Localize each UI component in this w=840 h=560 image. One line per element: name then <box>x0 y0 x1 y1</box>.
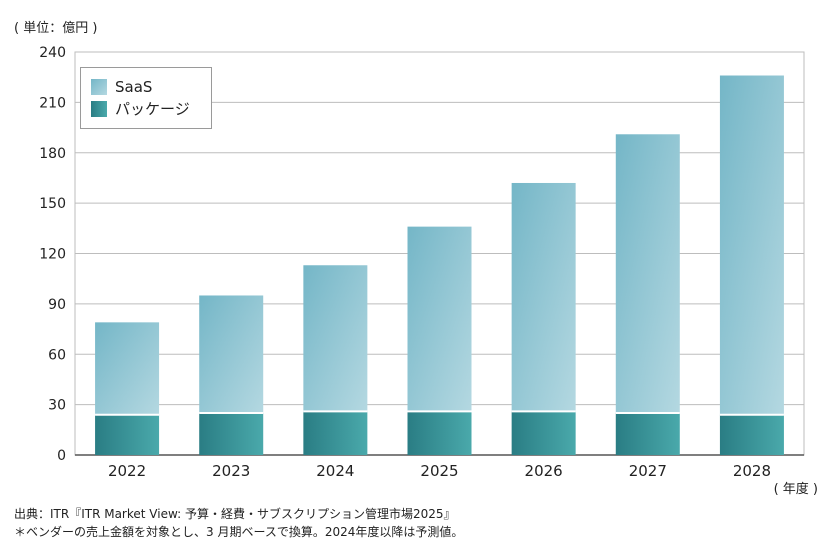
y-tick-label: 180 <box>39 146 66 162</box>
bar-saas-2026 <box>511 182 576 412</box>
bar-saas-2027 <box>615 134 680 414</box>
y-tick-label: 30 <box>48 398 66 414</box>
bar-package-2027 <box>615 413 680 455</box>
y-tick-label: 90 <box>48 297 66 313</box>
y-tick-label: 60 <box>48 347 66 363</box>
x-tick-label: 2023 <box>212 462 250 480</box>
bar-package-2025 <box>407 411 472 455</box>
footnote: ＊ベンダーの売上金額を対象とし、3 月期ベースで換算。2024年度以降は予測値。 <box>14 525 464 539</box>
x-tick-label: 2026 <box>525 462 563 480</box>
bar-package-2023 <box>199 413 264 455</box>
y-axis-unit-label: ( 単位：億円 ) <box>14 21 98 36</box>
x-tick-label: 2025 <box>420 462 458 480</box>
bar-saas-2023 <box>199 295 264 414</box>
y-tick-label: 150 <box>39 196 66 212</box>
y-tick-label: 0 <box>57 448 66 464</box>
bar-package-2028 <box>719 414 784 455</box>
x-tick-label: 2022 <box>108 462 146 480</box>
legend-swatch-saas <box>91 79 107 95</box>
legend-swatch-package <box>91 101 107 117</box>
legend: SaaS パッケージ <box>80 67 212 129</box>
x-tick-label: 2027 <box>629 462 667 480</box>
y-tick-label: 240 <box>39 45 66 61</box>
x-tick-label: 2028 <box>733 462 771 480</box>
legend-label-saas: SaaS <box>115 78 153 96</box>
bar-saas-2025 <box>407 226 472 412</box>
y-tick-label: 210 <box>39 95 66 111</box>
legend-item-saas: SaaS <box>91 77 152 97</box>
bar-package-2024 <box>303 411 368 455</box>
bar-package-2026 <box>511 411 576 455</box>
x-tick-label: 2024 <box>316 462 354 480</box>
legend-label-package: パッケージ <box>115 100 190 118</box>
bar-package-2022 <box>95 414 160 455</box>
source-note: 出典：ITR『ITR Market View: 予算・経費・サブスクリプション管… <box>14 507 456 521</box>
bar-saas-2022 <box>95 322 160 415</box>
y-tick-label: 120 <box>39 247 66 263</box>
legend-item-package: パッケージ <box>91 99 190 119</box>
bar-saas-2028 <box>719 75 784 415</box>
bar-saas-2024 <box>303 265 368 412</box>
x-axis-unit-label: ( 年度 ) <box>773 482 818 497</box>
